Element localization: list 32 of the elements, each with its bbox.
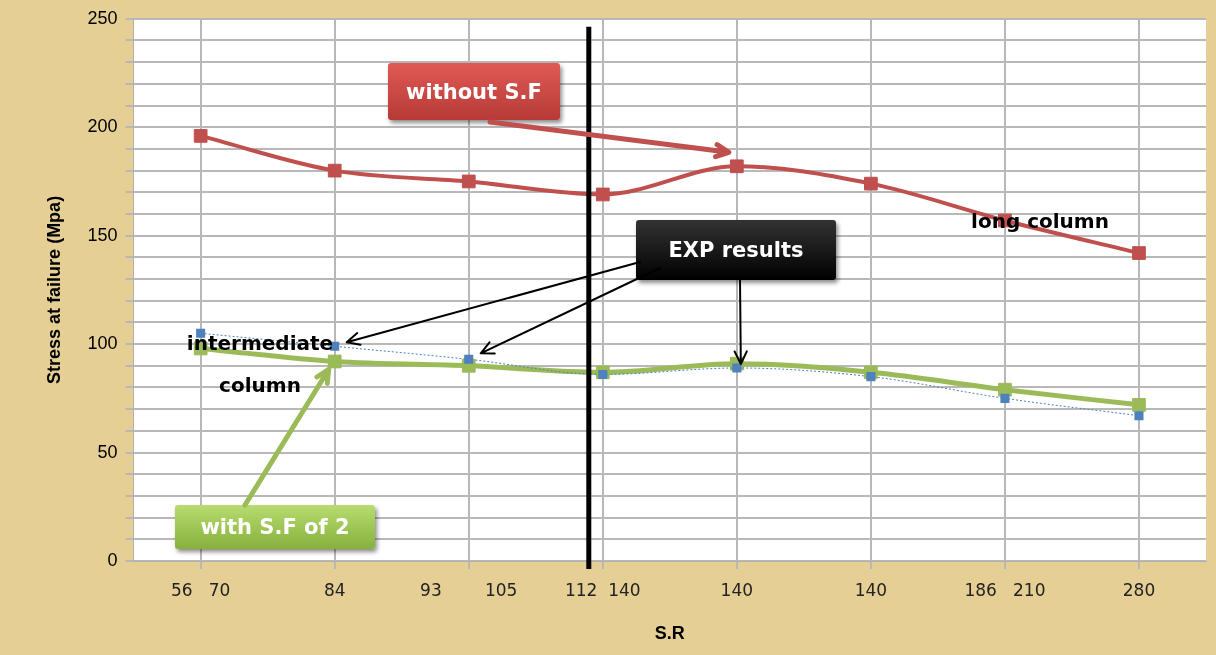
text: with S.F of 2 [175, 505, 375, 549]
point [327, 163, 342, 178]
point [864, 176, 878, 191]
x-axis-title: S.R [654, 623, 685, 644]
y-tick-label: 200 [87, 116, 118, 137]
point [461, 174, 476, 189]
point [1132, 397, 1146, 412]
point [1000, 393, 1010, 403]
y-tick-label: 100 [87, 333, 118, 354]
x-tick-label: 280 [1122, 579, 1156, 600]
y-tick-label: 150 [87, 224, 118, 245]
point [327, 354, 342, 369]
point [598, 369, 608, 380]
x-tick-label: 56 70 [170, 579, 231, 600]
point [1132, 246, 1146, 260]
y-tick-label: 0 [107, 549, 118, 570]
point [1134, 411, 1144, 421]
point [193, 129, 208, 143]
point [729, 159, 744, 174]
x-tick-label: 112 140 [564, 579, 641, 600]
y-axis-title: Stress at failure (Mpa) [43, 195, 64, 384]
text: without S.F [388, 63, 560, 120]
point [595, 187, 610, 202]
y-tick-label: 50 [97, 441, 118, 462]
x-tick-label: 84 [323, 579, 346, 600]
x-tick-label: 140 [720, 579, 754, 600]
y-tick-label: 250 [87, 7, 118, 28]
x-tick-label: 93 105 [420, 579, 518, 600]
point [464, 354, 474, 364]
x-tick-label: 186 210 [964, 579, 1046, 600]
x-tick-label: 140 [854, 579, 888, 600]
text: EXP results [636, 220, 836, 280]
